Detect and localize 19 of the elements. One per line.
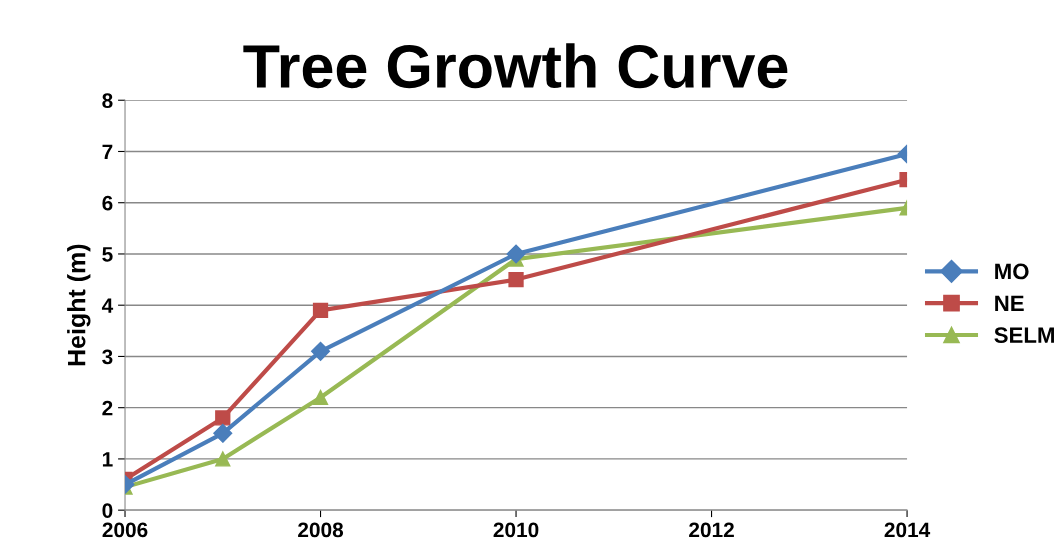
x-tick-label: 2008 [298, 522, 344, 538]
y-tick-label: 5 [102, 247, 113, 262]
y-tick-label: 0 [102, 503, 113, 518]
y-tick-label: 2 [102, 400, 113, 416]
y-tick-label: 1 [102, 452, 113, 467]
legend-label: NE [995, 295, 1024, 311]
x-tick-label: 2006 [102, 522, 148, 538]
y-tick-label: 8 [102, 93, 113, 108]
chart-title: Tree Growth Curve [243, 43, 788, 89]
x-tick-label: 2014 [884, 522, 931, 538]
x-tick-label: 2012 [689, 522, 734, 538]
y-tick-label: 3 [102, 349, 113, 365]
y-tick-label: 4 [101, 298, 114, 313]
y-tick-label: 6 [102, 195, 113, 211]
y-tick-label: 7 [102, 144, 113, 160]
legend-label: MO [995, 263, 1029, 280]
y-axis-title: Height (m) [67, 244, 91, 366]
x-tick-label: 2010 [493, 522, 539, 538]
legend-label: SELM [994, 327, 1054, 343]
